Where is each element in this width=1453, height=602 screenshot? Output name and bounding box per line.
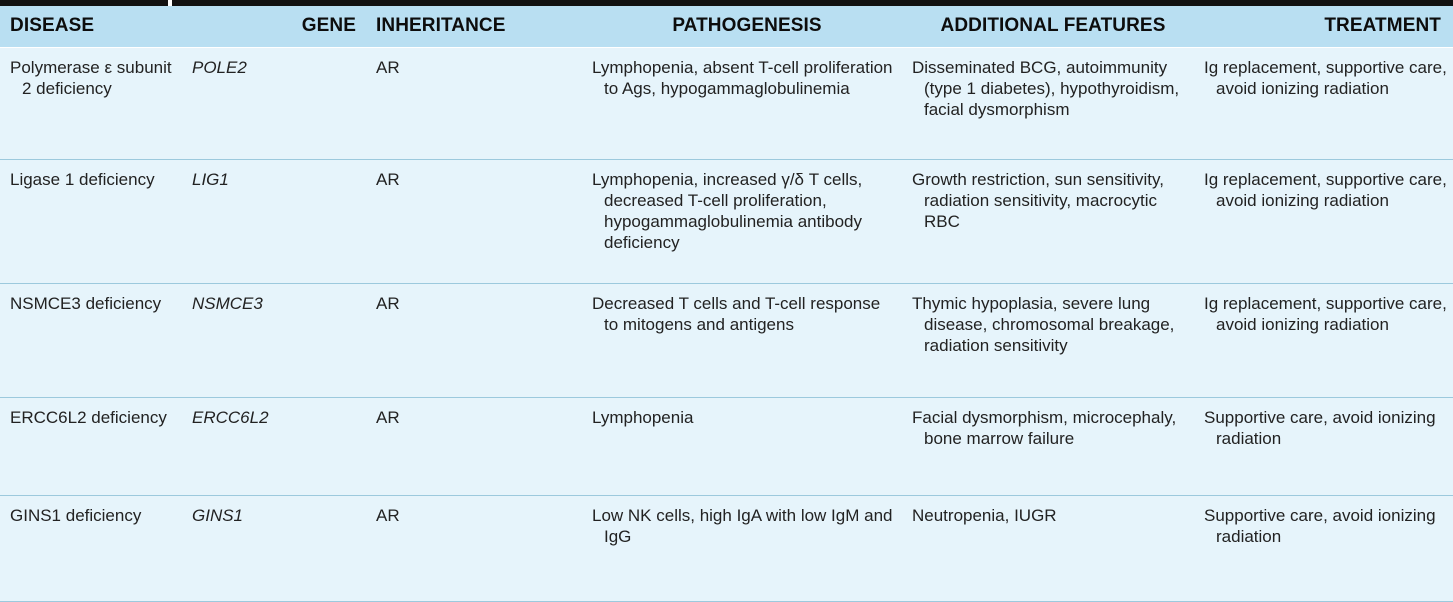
additional-features-text: Thymic hypoplasia, severe lung disease, … (912, 293, 1175, 355)
treatment-text: Ig replacement, supportive care, avoid i… (1204, 57, 1447, 98)
column-header-inheritance: INHERITANCE (376, 15, 506, 37)
cell-inheritance: AR (376, 505, 400, 525)
cell-gene: POLE2 (192, 57, 247, 77)
cell-inheritance: AR (376, 169, 400, 189)
additional-features-text: Neutropenia, IUGR (912, 505, 1057, 525)
pathogenesis-text: Lymphopenia, absent T-cell proliferation… (592, 57, 893, 98)
cell-pathogenesis: Lymphopenia, increased γ/δ T cells, decr… (582, 159, 902, 283)
cell-gene: NSMCE3 (192, 293, 263, 313)
table-row: Polymerase ε subunit 2 deficiency POLE2 … (0, 47, 1453, 159)
disease-name: NSMCE3 deficiency (10, 293, 162, 313)
cell-treatment: Supportive care, avoid ionizing radiatio… (1194, 397, 1453, 495)
table-row: Ligase 1 deficiency LIG1 AR Lymphopenia,… (0, 159, 1453, 283)
cell-disease: NSMCE3 deficiency (0, 283, 178, 397)
cell-pathogenesis: Low NK cells, high IgA with low IgM and … (582, 495, 902, 601)
pathogenesis-text: Low NK cells, high IgA with low IgM and … (592, 505, 893, 546)
column-header-treatment: TREATMENT (1324, 15, 1441, 37)
cell-additional-features: Neutropenia, IUGR (902, 495, 1194, 601)
cell-disease: ERCC6L2 deficiency (0, 397, 178, 495)
cell-gene: GINS1 (192, 505, 244, 525)
treatment-text: Supportive care, avoid ionizing radiatio… (1204, 407, 1436, 448)
treatment-text: Supportive care, avoid ionizing radiatio… (1204, 505, 1436, 546)
cell-disease: GINS1 deficiency (0, 495, 178, 601)
cell-inheritance: AR (376, 293, 400, 313)
cell-treatment: Supportive care, avoid ionizing radiatio… (1194, 495, 1453, 601)
pathogenesis-text: Lymphopenia, increased γ/δ T cells, decr… (592, 169, 863, 252)
header-row: DISEASE GENE INHERITANCE PATHOGENESIS AD… (0, 6, 1453, 47)
top-rule (0, 0, 168, 6)
additional-features-text: Growth restriction, sun sensitivity, rad… (912, 169, 1164, 231)
column-header-gene: GENE (301, 15, 356, 37)
top-rule (172, 0, 1453, 6)
disease-name: Ligase 1 deficiency (10, 169, 155, 189)
table-header: DISEASE GENE INHERITANCE PATHOGENESIS AD… (0, 6, 1453, 47)
pathogenesis-text: Decreased T cells and T-cell response to… (592, 293, 881, 334)
cell-pathogenesis: Lymphopenia, absent T-cell proliferation… (582, 47, 902, 159)
additional-features-text: Facial dysmorphism, microcephaly, bone m… (912, 407, 1177, 448)
treatment-text: Ig replacement, supportive care, avoid i… (1204, 293, 1447, 334)
column-header-additional-features: ADDITIONAL FEATURES (940, 15, 1166, 37)
disease-name: ERCC6L2 deficiency (10, 407, 167, 427)
cell-pathogenesis: Lymphopenia (582, 397, 902, 495)
cell-gene: LIG1 (192, 169, 229, 189)
cell-treatment: Ig replacement, supportive care, avoid i… (1194, 283, 1453, 397)
cell-gene: ERCC6L2 (192, 407, 269, 427)
cell-additional-features: Disseminated BCG, autoimmunity (type 1 d… (902, 47, 1194, 159)
table-body: Polymerase ε subunit 2 deficiency POLE2 … (0, 47, 1453, 601)
cell-disease: Polymerase ε subunit 2 deficiency (0, 47, 178, 159)
table-row: NSMCE3 deficiency NSMCE3 AR Decreased T … (0, 283, 1453, 397)
additional-features-text: Disseminated BCG, autoimmunity (type 1 d… (912, 57, 1180, 119)
cell-disease: Ligase 1 deficiency (0, 159, 178, 283)
disease-name: GINS1 deficiency (10, 505, 142, 525)
column-header-pathogenesis: PATHOGENESIS (672, 15, 822, 37)
cell-inheritance: AR (376, 57, 400, 77)
cell-additional-features: Thymic hypoplasia, severe lung disease, … (902, 283, 1194, 397)
cell-treatment: Ig replacement, supportive care, avoid i… (1194, 159, 1453, 283)
table-row: GINS1 deficiency GINS1 AR Low NK cells, … (0, 495, 1453, 601)
column-header-disease: DISEASE (10, 15, 95, 37)
cell-inheritance: AR (376, 407, 400, 427)
disease-table: DISEASE GENE INHERITANCE PATHOGENESIS AD… (0, 6, 1453, 602)
table-row: ERCC6L2 deficiency ERCC6L2 AR Lymphopeni… (0, 397, 1453, 495)
cell-pathogenesis: Decreased T cells and T-cell response to… (582, 283, 902, 397)
disease-name: Polymerase ε subunit 2 deficiency (10, 57, 172, 98)
cell-additional-features: Growth restriction, sun sensitivity, rad… (902, 159, 1194, 283)
cell-additional-features: Facial dysmorphism, microcephaly, bone m… (902, 397, 1194, 495)
pathogenesis-text: Lymphopenia (592, 407, 694, 427)
cell-treatment: Ig replacement, supportive care, avoid i… (1194, 47, 1453, 159)
treatment-text: Ig replacement, supportive care, avoid i… (1204, 169, 1447, 210)
